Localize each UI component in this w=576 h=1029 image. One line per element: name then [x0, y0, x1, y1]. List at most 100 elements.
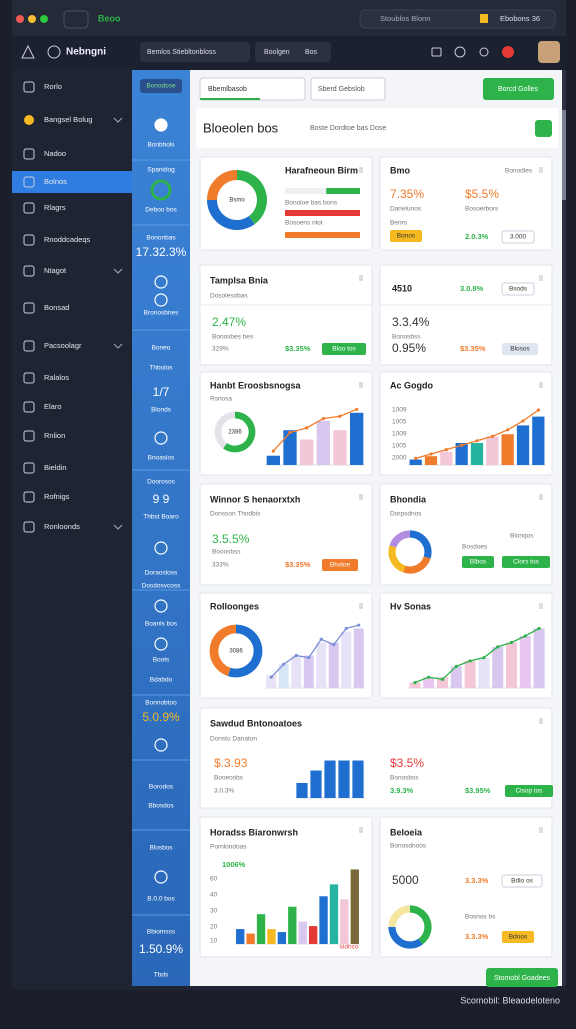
button-label[interactable]: Bdoos	[509, 934, 528, 941]
nav-label[interactable]: Ntagot	[44, 266, 67, 275]
title-panel	[196, 108, 558, 148]
max-dot[interactable]	[40, 15, 48, 23]
crumb-pill[interactable]	[140, 42, 250, 62]
card-menu[interactable]	[539, 167, 543, 173]
rail-label: Blonds	[151, 407, 172, 414]
rail-label: 1.50.9%	[139, 942, 183, 956]
nav-label[interactable]: Rnlion	[44, 431, 65, 440]
progress-track	[285, 188, 360, 194]
rail-label[interactable]: Bonodose	[146, 83, 176, 90]
card-button[interactable]	[501, 282, 535, 296]
bar	[341, 631, 352, 688]
card-button[interactable]	[501, 230, 535, 244]
card-menu[interactable]	[539, 382, 543, 388]
progress-bar	[285, 232, 360, 238]
nav-label[interactable]: Pacsoolagr	[44, 341, 82, 350]
button-label[interactable]: Clors tos	[513, 559, 539, 566]
chevron	[113, 117, 123, 123]
button-label[interactable]: 3.000	[510, 234, 527, 241]
rail-label: 17.32.3%	[136, 245, 187, 259]
tab-icon[interactable]	[63, 10, 89, 29]
card-menu[interactable]	[539, 603, 543, 609]
nav-label[interactable]: Bolnos	[44, 177, 67, 186]
bar	[423, 677, 435, 688]
card-text: 0.95%	[392, 341, 426, 355]
search-box[interactable]	[359, 9, 556, 29]
card-text: Bdnco	[340, 944, 359, 951]
card-button[interactable]	[505, 785, 553, 797]
card-button[interactable]	[390, 230, 422, 242]
line-point	[282, 662, 286, 666]
card-button[interactable]	[502, 556, 550, 568]
nav-label[interactable]: Rofnigs	[44, 492, 70, 501]
crumb[interactable]: Bos	[305, 49, 318, 56]
card-text: Bonodles	[505, 168, 533, 175]
card-button[interactable]	[501, 874, 543, 888]
card-menu[interactable]	[539, 494, 543, 500]
nav-icon	[23, 340, 35, 352]
button-label[interactable]: Bhstoe	[330, 562, 351, 569]
card-text: 10	[210, 938, 218, 945]
button-label[interactable]: Bonos	[397, 233, 416, 240]
button-label[interactable]: Bsods	[509, 286, 528, 293]
nav-label[interactable]: Bangsel Bolug	[44, 115, 92, 124]
header-icon[interactable]	[454, 46, 466, 58]
search-text[interactable]: Stoublos Blonn	[380, 14, 430, 23]
add-button[interactable]	[535, 120, 552, 137]
crumb-pill[interactable]	[255, 42, 331, 62]
card-text: 2000	[392, 455, 407, 462]
select-text[interactable]: Bbemlbasob	[208, 86, 247, 93]
button-label[interactable]: Blbos	[470, 559, 487, 566]
card-menu[interactable]	[359, 167, 363, 173]
button-label[interactable]: Blosos	[510, 346, 530, 353]
card-menu[interactable]	[359, 827, 363, 833]
tab-label[interactable]: Beoo	[98, 13, 121, 23]
nav-label[interactable]: Rnoddcadeqs	[44, 235, 91, 244]
nav-label[interactable]: Rlagrs	[44, 203, 66, 212]
filter[interactable]	[310, 77, 386, 101]
card-text: 1006%	[222, 860, 246, 869]
card-button[interactable]	[322, 343, 366, 355]
button-label[interactable]: Bdlo os	[511, 878, 533, 885]
crumb[interactable]: Boolgen	[264, 49, 290, 56]
card-button[interactable]	[462, 556, 494, 568]
card-menu[interactable]	[539, 827, 543, 833]
card-button[interactable]	[322, 559, 358, 571]
card-menu[interactable]	[359, 275, 363, 281]
bar	[303, 655, 314, 688]
card-menu[interactable]	[539, 718, 543, 724]
button-label[interactable]: Bloo tos	[332, 346, 356, 353]
nav-label[interactable]: Elaro	[44, 402, 62, 411]
action-label[interactable]: Borcd Golles	[498, 86, 539, 93]
logo[interactable]: Nebngni	[66, 47, 106, 58]
scroll-thumb[interactable]	[562, 110, 566, 200]
card-menu[interactable]	[539, 275, 543, 281]
rail-label: Boneo	[152, 345, 171, 352]
nav-label[interactable]: Bonsad	[44, 303, 69, 312]
card-menu[interactable]	[359, 494, 363, 500]
card-menu[interactable]	[359, 382, 363, 388]
user-label[interactable]: Ebobons 36	[500, 14, 540, 23]
bar	[310, 770, 322, 798]
min-dot[interactable]	[28, 15, 36, 23]
avatar[interactable]	[538, 41, 560, 63]
action-button[interactable]	[483, 78, 554, 100]
footer-button[interactable]	[486, 968, 558, 987]
header-icon[interactable]	[431, 47, 442, 57]
card-button[interactable]	[502, 343, 538, 355]
notify-icon[interactable]	[502, 46, 514, 58]
filter-text[interactable]: Sberd Gebslob	[318, 86, 365, 93]
card-menu[interactable]	[359, 603, 363, 609]
nav-label[interactable]: Ralalos	[44, 373, 69, 382]
header-icon[interactable]	[479, 47, 489, 57]
card-button[interactable]	[502, 931, 534, 943]
nav-label[interactable]: Ronloonds	[44, 522, 80, 531]
footer-button-label[interactable]: Stomobl Goadees	[494, 975, 551, 982]
nav-label[interactable]: Bieldin	[44, 463, 67, 472]
progress-bar	[285, 210, 360, 216]
close-dot[interactable]	[16, 15, 24, 23]
button-label[interactable]: Clsop tos	[515, 788, 543, 795]
crumb[interactable]: Bemlos Stiebltonbloss	[147, 49, 216, 56]
nav-label[interactable]: Nadoo	[44, 149, 66, 158]
nav-label[interactable]: Rorlo	[44, 82, 62, 91]
